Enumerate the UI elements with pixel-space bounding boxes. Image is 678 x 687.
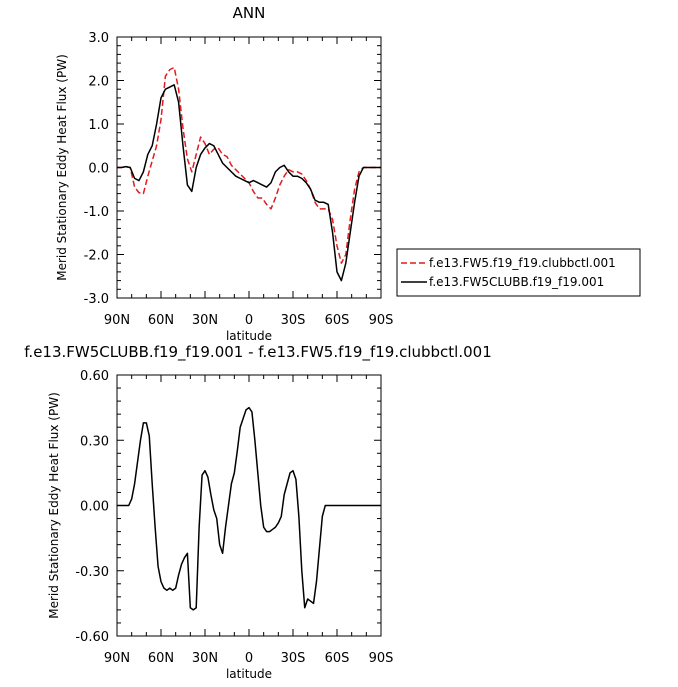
- x-tick-label: 30S: [281, 651, 306, 666]
- chart-title: f.e13.FW5CLUBB.f19_f19.001 - f.e13.FW5.f…: [24, 343, 492, 362]
- legend-box: [396, 248, 641, 297]
- x-tick-label: 90S: [369, 651, 394, 666]
- x-axis-label: latitude: [226, 329, 272, 343]
- legend-label: f.e13.FW5CLUBB.f19_f19.001: [429, 275, 604, 289]
- chart-1: ANN 90N 60N 30N 0 30S 60S 90S -3.0 -2.0 -1.0 0.0 1.0…: [55, 4, 641, 343]
- x-tick-label: 90N: [104, 313, 130, 328]
- y-tick-label: 0.0: [88, 162, 109, 177]
- x-tick-label: 30N: [192, 651, 218, 666]
- series-line-2: [117, 84, 381, 282]
- y-tick-label: 2.0: [88, 75, 109, 90]
- x-tick-label: 90S: [369, 313, 394, 328]
- x-tick-label: 60N: [148, 313, 174, 328]
- x-tick-label: 30S: [281, 313, 306, 328]
- y-axis-label: Merid Stationary Eddy Heat Flux (PW): [47, 392, 61, 619]
- y-tick-label: -3.0: [84, 292, 109, 307]
- y-axis-label: Merid Stationary Eddy Heat Flux (PW): [55, 54, 69, 281]
- chart-title: ANN: [233, 4, 266, 22]
- series-line-1: [117, 66, 381, 264]
- plot-frame: [116, 36, 382, 299]
- legend-label: f.e13.FW5.f19_f19.clubbctl.001: [429, 256, 616, 270]
- x-axis-label: latitude: [226, 667, 272, 681]
- x-tick-label: 0: [245, 313, 253, 328]
- x-tick-label: 60N: [148, 651, 174, 666]
- x-tick-label: 90N: [104, 651, 130, 666]
- y-tick-label: 3.0: [88, 31, 109, 46]
- legend: f.e13.FW5.f19_f19.clubbctl.001 f.e13.FW5C…: [396, 248, 641, 297]
- y-tick-label: 0.60: [80, 369, 109, 384]
- x-tick-label: 0: [245, 651, 253, 666]
- x-tick-label: 60S: [325, 313, 350, 328]
- y-tick-label: -0.60: [75, 630, 109, 645]
- series-line-1: [117, 406, 381, 611]
- x-tick-label: 60S: [325, 651, 350, 666]
- y-tick-label: 1.0: [88, 118, 109, 133]
- x-tick-label: 30N: [192, 313, 218, 328]
- y-tick-label: -2.0: [84, 249, 109, 264]
- y-tick-label: 0.30: [80, 434, 109, 449]
- y-tick-label: -1.0: [84, 205, 109, 220]
- y-tick-label: 0.00: [80, 500, 109, 515]
- y-tick-label: -0.30: [75, 565, 109, 580]
- chart-2: f.e13.FW5CLUBB.f19_f19.001 - f.e13.FW5.f…: [24, 343, 492, 681]
